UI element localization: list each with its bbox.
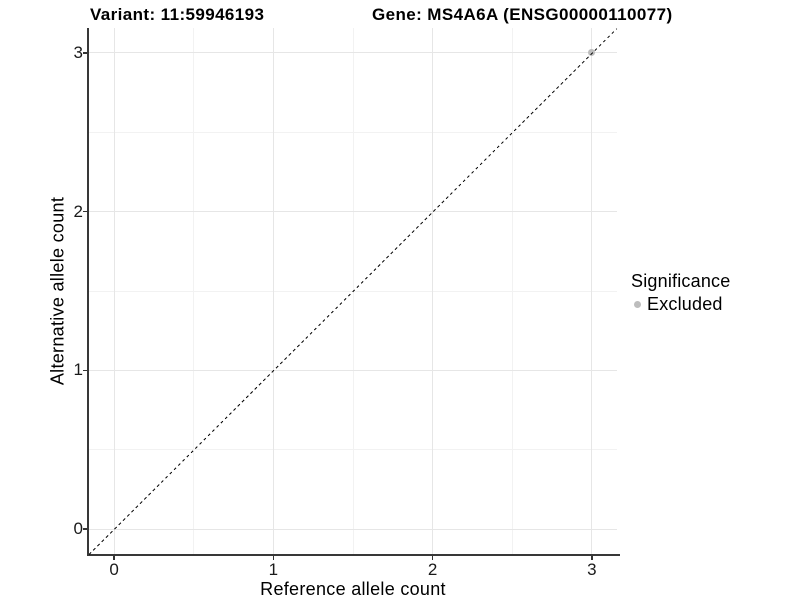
x-tick-mark (272, 556, 275, 560)
x-tick-mark (591, 556, 593, 560)
plot-title-gene: Gene: MS4A6A (ENSG00000110077) (372, 5, 673, 24)
gridline-y-major (89, 211, 617, 213)
x-tick-label: 3 (587, 560, 597, 579)
gridline-x-major (113, 28, 115, 554)
x-tick-label: 0 (109, 560, 119, 579)
y-tick-label: 2 (73, 201, 83, 221)
legend-items: Excluded (631, 294, 730, 315)
gridline-x-major (272, 28, 274, 554)
x-tick-mark (113, 556, 115, 560)
gridline-x-major (432, 28, 434, 554)
gridline-y-major (89, 52, 617, 54)
x-axis-line (87, 554, 620, 556)
y-tick-label: 0 (73, 519, 83, 538)
y-tick-mark (83, 369, 87, 372)
plot-panel: 0 1 2 3 0 1 2 3 (74, 27, 620, 579)
gridline-y-major (89, 369, 617, 371)
gridline-y-minor (89, 131, 617, 133)
legend: Significance Excluded (631, 271, 730, 315)
x-tick-label: 2 (427, 560, 438, 579)
x-axis-title: Reference allele count (260, 579, 446, 599)
legend-point-icon (634, 301, 641, 308)
y-axis-line (87, 28, 89, 556)
legend-item: Excluded (631, 294, 730, 315)
y-tick-mark (83, 52, 87, 54)
y-axis-title: Alternative allele count (47, 196, 68, 386)
x-tick-label: 1 (268, 560, 279, 579)
plot-title-variant: Variant: 11:59946193 (90, 5, 265, 24)
legend-title: Significance (631, 271, 731, 291)
gridline-y-minor (89, 449, 617, 451)
x-tick-mark (431, 556, 434, 560)
y-tick-mark (83, 210, 87, 213)
y-tick-mark (83, 528, 87, 530)
legend-item-label: Excluded (647, 294, 723, 314)
gridline-x-major (591, 28, 593, 554)
gridline-y-major (89, 528, 617, 530)
y-tick-label: 3 (73, 42, 83, 62)
y-tick-label: 1 (73, 360, 83, 380)
